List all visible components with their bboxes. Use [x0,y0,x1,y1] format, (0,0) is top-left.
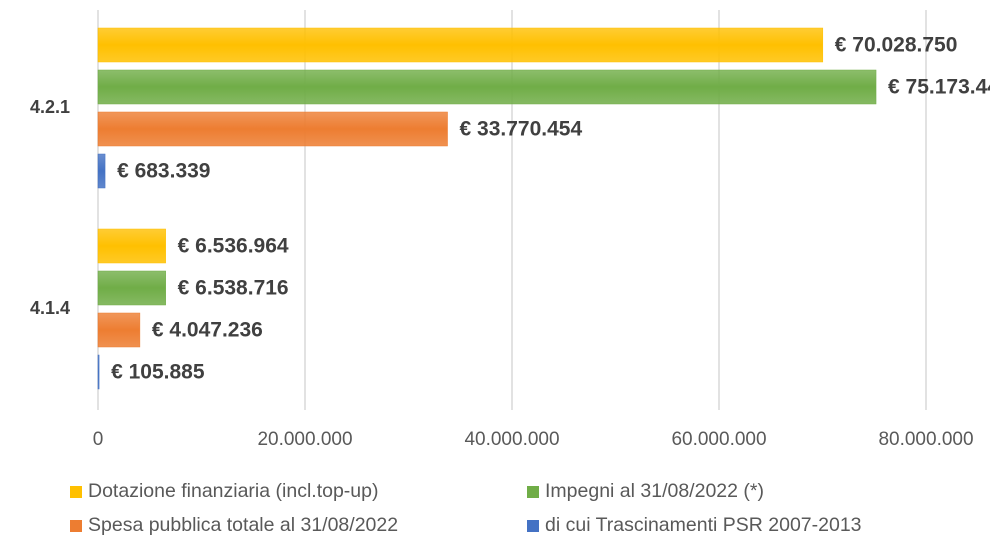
bar [97,69,877,105]
bar [97,153,106,189]
x-tick-label: 0 [93,429,104,450]
value-label: € 4.047.236 [152,319,263,342]
value-label: € 683.339 [117,160,210,183]
legend-swatch [527,486,539,498]
value-label: € 6.538.716 [178,277,289,300]
legend-swatch [527,520,539,532]
value-label: € 33.770.454 [460,118,583,141]
y-tick-label: 4.1.4 [30,298,70,318]
bar [97,111,448,147]
legend-swatch [70,486,82,498]
bar [97,270,166,306]
legend-label: di cui Trascinamenti PSR 2007-2013 [545,514,862,536]
value-label: € 75.173.445 [888,76,990,99]
bar [97,27,824,63]
x-tick-label: 40.000.000 [464,429,559,450]
legend-label: Dotazione finanziaria (incl.top-up) [88,480,378,502]
y-tick-label: 4.2.1 [30,97,70,117]
value-label: € 6.536.964 [178,235,289,258]
value-label: € 70.028.750 [835,34,958,57]
x-tick-label: 80.000.000 [878,429,973,450]
legend-label: Impegni al 31/08/2022 (*) [545,480,764,502]
x-tick-label: 60.000.000 [671,429,766,450]
legend-swatch [70,520,82,532]
bar [97,312,141,348]
x-tick-label: 20.000.000 [257,429,352,450]
value-label: € 105.885 [111,361,205,384]
bar [97,354,100,390]
legend-label: Spesa pubblica totale al 31/08/2022 [88,514,398,536]
bar [97,228,166,264]
